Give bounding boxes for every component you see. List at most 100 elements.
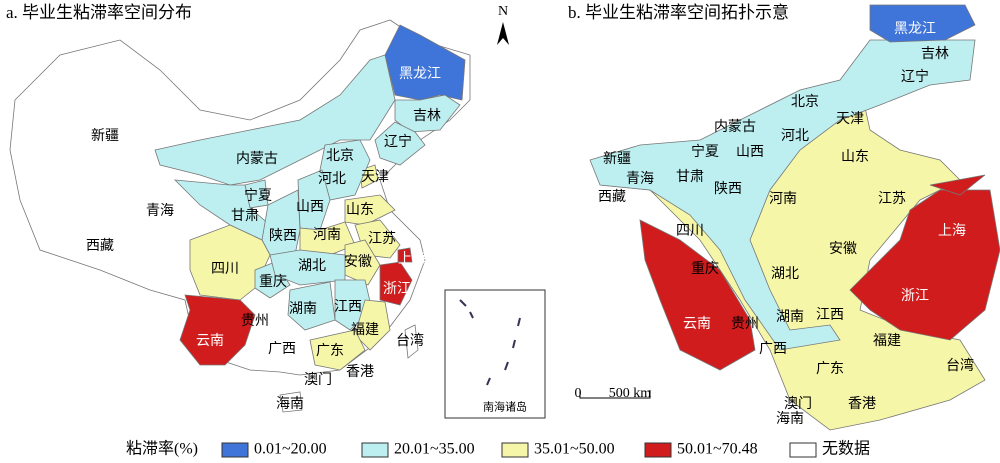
province-label: 福建	[873, 333, 901, 349]
province-area	[354, 299, 391, 351]
province-label: 云南	[683, 316, 711, 332]
province-label: 广东	[316, 343, 344, 359]
province-area	[254, 261, 291, 299]
legend-label: 20.01~35.00	[394, 441, 475, 458]
province-label: 湖北	[298, 258, 326, 274]
province-label: 江苏	[368, 231, 396, 247]
legend-swatch	[221, 442, 249, 458]
province-label: 黑龙江	[399, 66, 441, 82]
legend-title: 粘滞率(%)	[126, 440, 198, 458]
province-label: 内蒙古	[236, 151, 278, 167]
legend-swatch	[789, 442, 817, 458]
province-label: 青海	[626, 171, 654, 187]
topology-area	[639, 219, 756, 371]
province-label: 重庆	[259, 274, 287, 290]
province-label: 广西	[759, 341, 787, 357]
province-label: 辽宁	[901, 68, 929, 85]
province-area	[309, 329, 366, 371]
province-area	[287, 281, 336, 331]
province-label: 宁夏	[244, 187, 272, 204]
province-label: 澳门	[304, 372, 332, 388]
north-label: N	[498, 4, 508, 19]
scale-bar: 0 500 km	[575, 386, 652, 401]
province-label: 陕西	[714, 181, 742, 197]
legend-label: 35.01~50.00	[534, 441, 615, 458]
province-label: 上海	[398, 251, 426, 267]
province-label: 香港	[346, 364, 374, 380]
legend: 0.01~20.00 20.01~35.00 35.01~50.00 50.01~70…	[221, 440, 870, 458]
province-label: 海南	[276, 396, 304, 412]
province-label: 安徽	[344, 254, 372, 270]
province-label: 重庆	[691, 261, 719, 277]
province-area	[374, 121, 426, 166]
topology-area	[589, 39, 976, 351]
province-label: 云南	[196, 333, 224, 349]
province-label: 广西	[268, 341, 296, 357]
province-label: 河南	[769, 191, 797, 207]
province-label: 黑龙江	[894, 21, 936, 37]
province-label: 湖南	[776, 309, 804, 325]
province-label: 海南	[776, 411, 804, 427]
province-label: 四川	[676, 224, 704, 239]
province-label: 吉林	[413, 108, 441, 124]
province-label: 青海	[146, 203, 174, 219]
province-area	[279, 391, 303, 413]
province-label: 浙江	[383, 281, 411, 297]
province-label: 吉林	[921, 46, 949, 62]
topology-area	[869, 4, 976, 43]
scale-length: 500 km	[609, 386, 652, 401]
province-area	[379, 261, 413, 306]
legend-label: 0.01~20.00	[254, 441, 327, 458]
legend-label: 50.01~70.48	[677, 441, 758, 458]
legend-swatch	[361, 442, 389, 458]
province-area	[384, 24, 466, 101]
province-label: 广东	[816, 361, 844, 377]
province-area	[397, 247, 413, 263]
province-label: 山西	[736, 144, 764, 160]
inset: 南海诸岛	[444, 289, 546, 419]
province-label: 山东	[841, 149, 869, 165]
province-label: 天津	[361, 169, 389, 185]
province-area	[344, 194, 396, 226]
province-label: 香港	[848, 396, 876, 412]
province-label: 江西	[816, 307, 844, 323]
legend-label: 无数据	[822, 440, 870, 458]
province-label: 河北	[781, 128, 809, 144]
province-label: 福建	[351, 322, 379, 338]
province-label: 澳门	[784, 396, 812, 412]
province-label: 河南	[313, 227, 341, 243]
title-b: b. 毕业生粘滞率空间拓扑示意	[568, 3, 789, 22]
province-label: 四川	[211, 262, 239, 277]
topology-area	[929, 174, 986, 196]
province-area	[319, 139, 371, 201]
province-label: 陕西	[269, 228, 297, 244]
province-label: 天津	[836, 111, 864, 127]
province-label: 西藏	[86, 238, 114, 254]
province-label: 山东	[346, 202, 374, 218]
legend-swatch	[644, 442, 672, 458]
province-label: 台湾	[946, 357, 974, 374]
province-label: 新疆	[91, 128, 119, 144]
province-label: 北京	[791, 94, 819, 110]
province-label: 贵州	[241, 313, 269, 329]
province-label: 西藏	[598, 189, 626, 205]
province-area	[154, 54, 396, 186]
province-area	[404, 324, 419, 359]
province-label: 新疆	[603, 151, 631, 167]
province-area	[179, 294, 256, 366]
province-label: 浙江	[901, 288, 929, 304]
province-label: 贵州	[731, 316, 759, 332]
topology-area	[849, 189, 1000, 341]
province-label: 内蒙古	[714, 119, 756, 135]
province-label: 江苏	[878, 191, 906, 207]
province-label: 山西	[296, 199, 324, 215]
north-arrow: N	[497, 4, 509, 45]
province-label: 甘肃	[676, 169, 704, 185]
legend-swatch	[501, 442, 529, 458]
province-label: 台湾	[396, 332, 424, 349]
title-a: a. 毕业生粘滞率空间分布	[6, 3, 192, 22]
province-label: 湖南	[289, 301, 317, 317]
